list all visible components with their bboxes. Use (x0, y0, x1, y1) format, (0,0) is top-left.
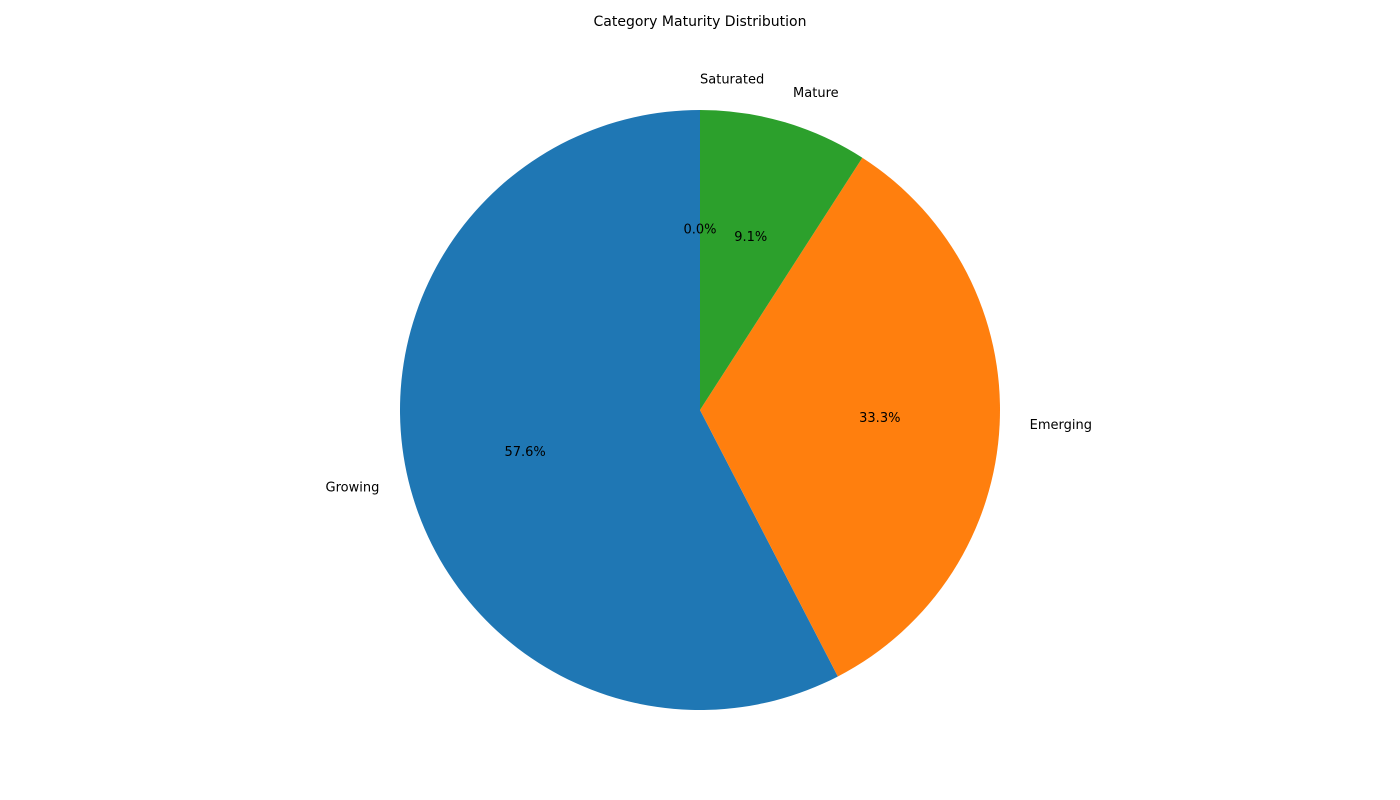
slice-label-mature: Mature (793, 86, 839, 101)
pie-slice-mature (700, 110, 863, 410)
slice-label-growing: Growing (326, 481, 380, 496)
pie-labels: Growing 57.6% Emerging 33.3% Mature 9.1% Satur… (326, 73, 1092, 496)
pct-label-growing: 57.6% (504, 445, 545, 460)
pct-label-saturated: 0.0% (683, 223, 716, 238)
pct-label-emerging: 33.3% (859, 411, 900, 426)
pie-slice-growing (399, 110, 838, 711)
pct-label-mature: 9.1% (734, 230, 767, 245)
pie-slice-emerging (700, 157, 1000, 677)
slice-label-saturated: Saturated (700, 73, 764, 88)
slice-label-emerging: Emerging (1030, 418, 1092, 433)
chart-title: Category Maturity Distribution (594, 14, 807, 30)
pie-slices (399, 110, 1000, 711)
